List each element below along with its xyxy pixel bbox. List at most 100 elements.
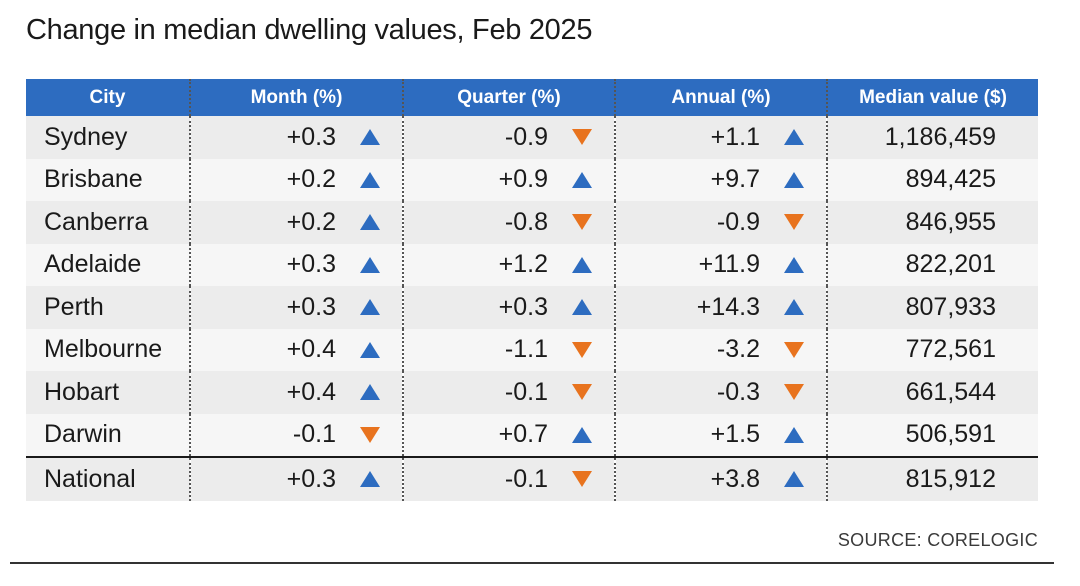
down-triangle-icon — [784, 341, 804, 358]
median-value-cell: 894,425 — [826, 158, 1038, 201]
city-cell: Canberra — [26, 201, 190, 244]
quarter-change-value: -0.1 — [504, 464, 548, 493]
quarter-change-cell: -0.8 — [402, 201, 615, 244]
median-value-cell: 661,544 — [826, 371, 1038, 414]
annual-change-value: -0.3 — [716, 377, 760, 406]
annual-change-value: +14.3 — [696, 292, 760, 321]
up-triangle-icon — [360, 471, 380, 488]
up-triangle-icon — [784, 299, 804, 316]
month-change-cell: +0.4 — [189, 328, 403, 371]
up-triangle-icon — [360, 341, 380, 358]
quarter-change-value: +0.3 — [498, 292, 548, 321]
month-change-cell: +0.2 — [189, 158, 403, 201]
city-cell: National — [26, 456, 190, 501]
up-triangle-icon — [572, 299, 592, 316]
quarter-change-cell: +0.9 — [402, 158, 615, 201]
quarter-change-cell: -1.1 — [402, 328, 615, 371]
down-triangle-icon — [784, 214, 804, 231]
down-triangle-icon — [572, 129, 592, 146]
city-cell: Melbourne — [26, 328, 190, 371]
median-value-cell: 815,912 — [826, 456, 1038, 501]
quarter-change-value: -0.8 — [504, 207, 548, 236]
up-triangle-icon — [784, 426, 804, 443]
quarter-change-cell: -0.9 — [402, 116, 615, 159]
quarter-change-value: -0.9 — [504, 122, 548, 151]
column-header-annual: Annual (%) — [614, 79, 827, 116]
up-triangle-icon — [360, 171, 380, 188]
month-change-cell: +0.3 — [189, 116, 403, 159]
median-value-cell: 822,201 — [826, 243, 1038, 286]
quarter-change-value: +0.7 — [498, 420, 548, 449]
month-change-value: +0.3 — [286, 122, 336, 151]
month-change-value: +0.3 — [286, 250, 336, 279]
median-value-cell: 846,955 — [826, 201, 1038, 244]
annual-change-value: +11.9 — [698, 250, 760, 279]
header-row: City Month (%) Quarter (%) Annual (%) Me… — [26, 79, 1038, 116]
quarter-change-value: +1.2 — [498, 250, 548, 279]
quarter-change-cell: -0.1 — [402, 371, 615, 414]
quarter-change-value: -1.1 — [504, 335, 548, 364]
month-change-value: +0.3 — [286, 464, 336, 493]
up-triangle-icon — [784, 171, 804, 188]
column-header-month: Month (%) — [189, 79, 403, 116]
city-cell: Perth — [26, 286, 190, 329]
city-cell: Adelaide — [26, 243, 190, 286]
month-change-cell: +0.4 — [189, 371, 403, 414]
annual-change-value: +1.1 — [710, 122, 760, 151]
table-row: Canberra +0.2 -0.8 -0.9 846,955 — [26, 201, 1038, 244]
table-row: Perth +0.3 +0.3 +14.3 807,933 — [26, 286, 1038, 329]
month-change-cell: +0.3 — [189, 243, 403, 286]
up-triangle-icon — [784, 256, 804, 273]
quarter-change-value: +0.9 — [498, 165, 548, 194]
up-triangle-icon — [360, 256, 380, 273]
median-value-cell: 506,591 — [826, 413, 1038, 457]
annual-change-value: -0.9 — [716, 207, 760, 236]
column-header-median: Median value ($) — [826, 79, 1038, 116]
month-change-cell: +0.2 — [189, 201, 403, 244]
column-header-city: City — [26, 79, 190, 116]
down-triangle-icon — [572, 384, 592, 401]
month-change-value: -0.1 — [292, 420, 336, 449]
table-row: Melbourne +0.4 -1.1 -3.2 772,561 — [26, 328, 1038, 371]
annual-change-value: +3.8 — [710, 464, 760, 493]
quarter-change-value: -0.1 — [504, 377, 548, 406]
annual-change-cell: +1.1 — [614, 116, 827, 159]
up-triangle-icon — [360, 214, 380, 231]
up-triangle-icon — [784, 129, 804, 146]
annual-change-value: -3.2 — [716, 335, 760, 364]
chart-title: Change in median dwelling values, Feb 20… — [26, 14, 593, 46]
annual-change-cell: -0.3 — [614, 371, 827, 414]
annual-change-cell: +11.9 — [614, 243, 827, 286]
source-note: SOURCE: CORELOGIC — [837, 530, 1038, 550]
annual-change-cell: +3.8 — [614, 456, 827, 501]
annual-change-cell: -3.2 — [614, 328, 827, 371]
up-triangle-icon — [572, 171, 592, 188]
up-triangle-icon — [360, 299, 380, 316]
annual-change-cell: -0.9 — [614, 201, 827, 244]
month-change-value: +0.4 — [286, 335, 336, 364]
city-cell: Brisbane — [26, 158, 190, 201]
annual-change-value: +9.7 — [710, 165, 760, 194]
up-triangle-icon — [784, 471, 804, 488]
dwelling-values-table: City Month (%) Quarter (%) Annual (%) Me… — [26, 79, 1038, 501]
bottom-rule — [10, 562, 1054, 564]
month-change-cell: +0.3 — [189, 456, 403, 501]
table-row: Sydney +0.3 -0.9 +1.1 1,186,459 — [26, 116, 1038, 159]
table-row: Darwin -0.1 +0.7 +1.5 506,591 — [26, 413, 1038, 457]
quarter-change-cell: +0.7 — [402, 413, 615, 457]
annual-change-cell: +1.5 — [614, 413, 827, 457]
down-triangle-icon — [572, 214, 592, 231]
month-change-value: +0.2 — [286, 165, 336, 194]
quarter-change-cell: -0.1 — [402, 456, 615, 501]
median-value-cell: 807,933 — [826, 286, 1038, 329]
down-triangle-icon — [360, 426, 380, 443]
city-cell: Hobart — [26, 371, 190, 414]
table-row: Adelaide +0.3 +1.2 +11.9 822,201 — [26, 243, 1038, 286]
down-triangle-icon — [572, 341, 592, 358]
month-change-value: +0.4 — [286, 377, 336, 406]
table-row: Brisbane +0.2 +0.9 +9.7 894,425 — [26, 158, 1038, 201]
city-cell: Sydney — [26, 116, 190, 159]
city-cell: Darwin — [26, 413, 190, 457]
up-triangle-icon — [572, 426, 592, 443]
quarter-change-cell: +0.3 — [402, 286, 615, 329]
